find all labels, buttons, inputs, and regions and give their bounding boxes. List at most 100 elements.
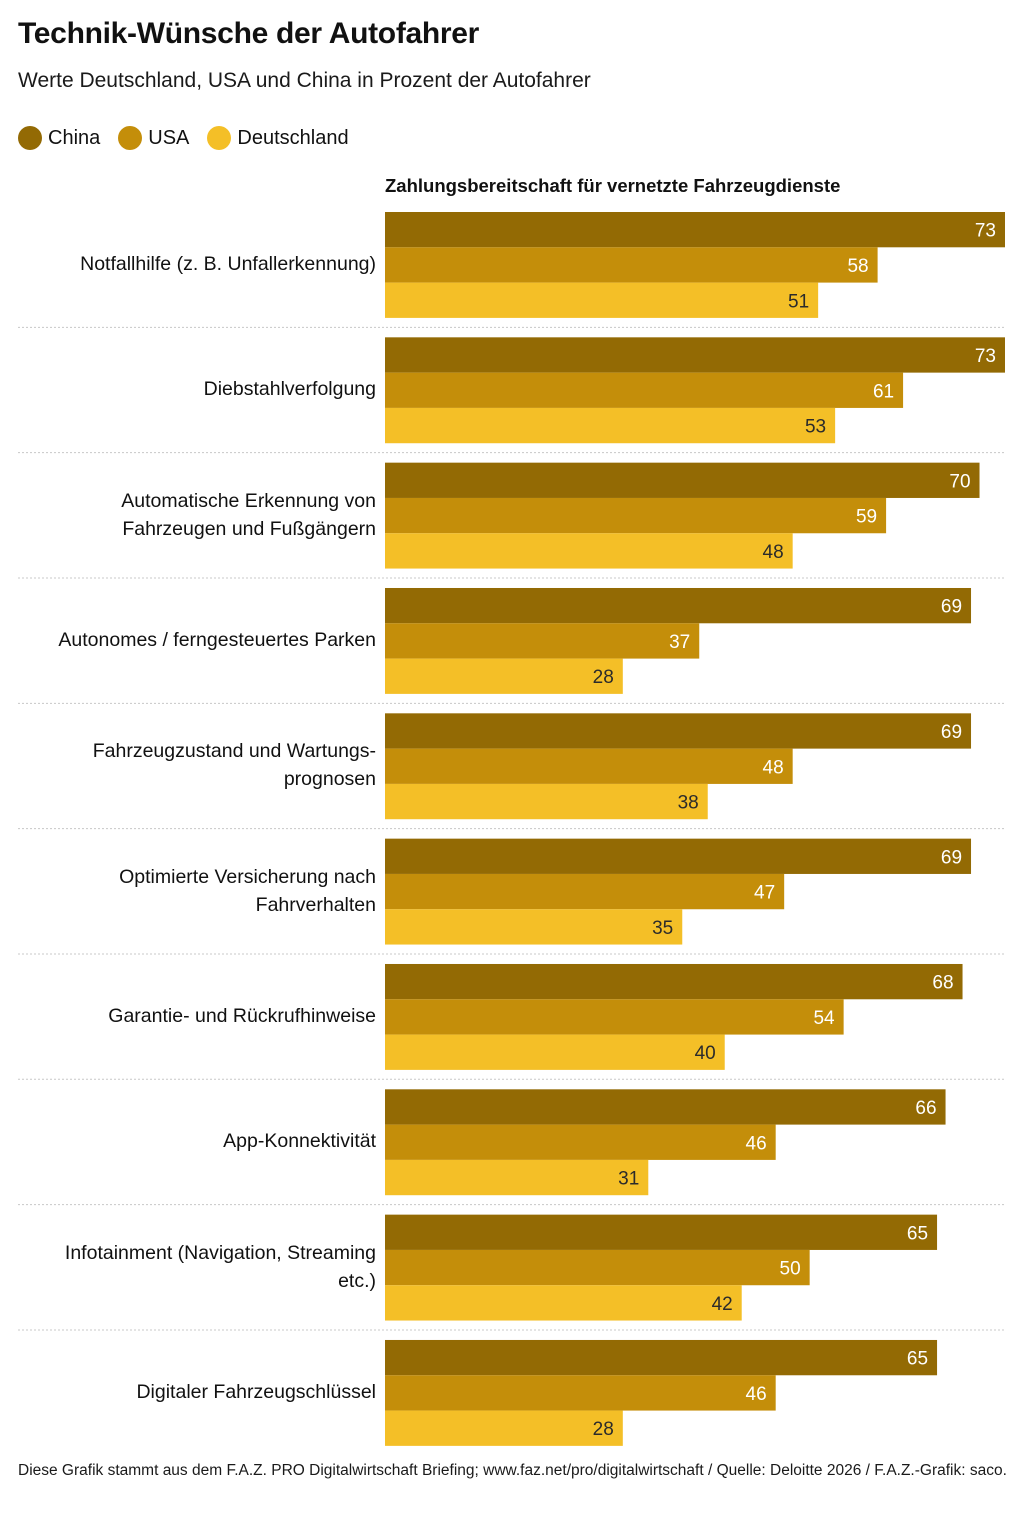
- legend: China USA Deutschland: [18, 124, 367, 152]
- category-label-line: Automatische Erkennung von: [121, 489, 376, 512]
- bar-value-label: 48: [763, 757, 784, 778]
- bar-group: 69 48 38: [385, 713, 972, 820]
- category-label-line: Digitaler Fahrzeugschlüssel: [136, 1380, 376, 1403]
- category-label: Automatische Erkennung von Fahrzeugen und…: [16, 487, 376, 543]
- panel-title: Zahlungsbereitschaft für vernetzte Fahrz…: [385, 175, 841, 196]
- bar-value-label: 66: [915, 1098, 936, 1119]
- bar-value-label: 31: [618, 1169, 639, 1190]
- category-label: Diebstahlverfolgung: [16, 375, 376, 403]
- bar-china: [385, 713, 972, 749]
- bar-value-label: 50: [780, 1259, 801, 1280]
- bar-value-label: 65: [907, 1223, 928, 1244]
- bar-value-label: 69: [941, 847, 962, 868]
- bar-deutschland: [385, 909, 683, 945]
- bar-group: 70 59 48: [385, 462, 980, 569]
- bar-china: [385, 212, 1005, 248]
- category-label-line: Infotainment (Navigation, Streaming: [64, 1241, 376, 1264]
- bar-group: 68 54 40: [385, 963, 963, 1070]
- bar-deutschland: [385, 1034, 725, 1070]
- bar-china: [385, 337, 1005, 373]
- bar-value-label: 68: [932, 973, 953, 994]
- bar-usa: [385, 372, 904, 408]
- category-label-line: Garantie- und Rückrufhinweise: [108, 1004, 376, 1027]
- bar-value-label: 48: [763, 542, 784, 563]
- bar-deutschland: [385, 658, 623, 694]
- category-label: Autonomes / ferngesteuertes Parken: [16, 626, 376, 654]
- legend-item-usa: USA: [118, 126, 189, 150]
- category-label: Digitaler Fahrzeugschlüssel: [16, 1378, 376, 1406]
- bar-value-label: 40: [695, 1043, 716, 1064]
- bar-usa: [385, 748, 793, 784]
- bar-usa: [385, 1375, 776, 1411]
- legend-item-china: China: [18, 126, 100, 150]
- bar-value-label: 53: [805, 417, 826, 438]
- category-label: Infotainment (Navigation, Streaming etc.): [16, 1239, 376, 1295]
- bar-value-label: 51: [788, 291, 809, 312]
- bar-value-label: 28: [593, 1419, 614, 1440]
- category-label-line: Fahrverhalten: [255, 893, 376, 916]
- bar-usa: [385, 497, 887, 534]
- legend-label-usa: USA: [148, 126, 190, 149]
- bar-value-label: 54: [813, 1008, 835, 1029]
- category-label: Notfallhilfe (z. B. Unfallerkennung): [16, 250, 376, 278]
- bar-usa: [385, 873, 785, 910]
- bar-group: 65 46 28: [385, 1339, 938, 1446]
- bar-china: [385, 1339, 938, 1376]
- bar-value-label: 73: [975, 221, 996, 242]
- bar-china: [385, 462, 980, 498]
- category-label-line: Optimierte Versicherung nach: [119, 865, 376, 888]
- bar-china: [385, 587, 972, 624]
- bar-group: 69 37 28: [385, 587, 972, 694]
- legend-label-deutschland: Deutschland: [237, 126, 349, 149]
- category-label: App-Konnektivität: [16, 1127, 376, 1155]
- bar-deutschland: [385, 1410, 623, 1446]
- bar-group: 73 58 51: [385, 212, 1005, 318]
- bar-value-label: 37: [669, 632, 690, 653]
- legend-dot-deutschland-icon: [207, 126, 232, 150]
- category-label-line: Fahrzeugzustand und Wartungs-: [92, 740, 376, 763]
- source-footer: Diese Grafik stammt aus dem F.A.Z. PRO D…: [18, 1462, 1007, 1479]
- bar-value-label: 35: [652, 918, 673, 939]
- bar-deutschland: [385, 407, 836, 444]
- bar-deutschland: [385, 1159, 649, 1196]
- legend-dot-usa-icon: [118, 126, 143, 150]
- bar-china: [385, 1214, 938, 1250]
- bar-usa: [385, 247, 878, 283]
- legend-dot-china-icon: [18, 126, 42, 150]
- category-label-line: prognosen: [283, 768, 376, 791]
- category-label-line: Autonomes / ferngesteuertes Parken: [58, 628, 376, 651]
- bar-deutschland: [385, 282, 819, 318]
- bar-value-label: 46: [746, 1133, 767, 1154]
- bar-value-label: 70: [949, 471, 970, 492]
- bar-deutschland: [385, 783, 708, 820]
- bar-value-label: 61: [873, 381, 894, 402]
- chart-subtitle: Werte Deutschland, USA und China in Proz…: [18, 69, 591, 92]
- category-label: Optimierte Versicherung nach Fahrverhalte…: [16, 863, 376, 919]
- bar-value-label: 58: [847, 256, 868, 277]
- bar-china: [385, 963, 963, 1000]
- category-label: Fahrzeugzustand und Wartungs-prognosen: [16, 737, 376, 793]
- bar-usa: [385, 1249, 810, 1286]
- bar-value-label: 38: [678, 793, 699, 814]
- bar-group: 66 46 31: [385, 1089, 946, 1196]
- bar-value-label: 42: [712, 1294, 733, 1315]
- bar-value-label: 69: [941, 722, 962, 743]
- bar-china: [385, 1089, 946, 1125]
- bar-group: 69 47 35: [385, 838, 972, 945]
- category-label-line: etc.): [338, 1269, 376, 1292]
- bar-china: [385, 838, 972, 874]
- category-label: Garantie- und Rückrufhinweise: [16, 1002, 376, 1030]
- legend-label-china: China: [48, 126, 101, 149]
- bar-value-label: 65: [907, 1349, 928, 1370]
- bar-value-label: 73: [975, 346, 996, 367]
- bar-usa: [385, 999, 844, 1035]
- bar-value-label: 69: [941, 597, 962, 618]
- chart-title: Technik-Wünsche der Autofahrer: [18, 17, 480, 50]
- category-label-line: App-Konnektivität: [223, 1130, 376, 1153]
- bar-group: 73 61 53: [385, 337, 1005, 444]
- bar-value-label: 59: [856, 507, 877, 528]
- category-label-line: Diebstahlverfolgung: [203, 378, 376, 401]
- bar-value-label: 28: [593, 667, 614, 688]
- category-label-line: Notfallhilfe (z. B. Unfallerkennung): [80, 252, 376, 275]
